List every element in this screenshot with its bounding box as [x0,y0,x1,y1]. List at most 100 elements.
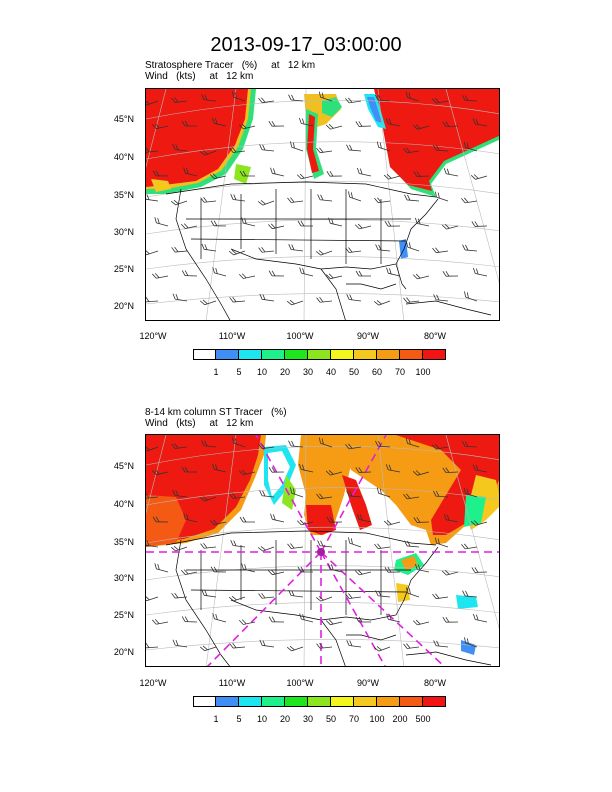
colorbar-tick-label: 200 [392,714,408,724]
wind-barb [229,642,246,649]
wind-barb [385,118,401,127]
wind-barb [373,646,391,652]
wind-barb [386,613,401,623]
wind-barb [199,299,217,306]
wind-barb [405,91,420,102]
wind-barb [270,167,285,177]
colorbar-swatch [377,696,400,707]
wind-barb [405,437,420,448]
wind-barb [412,619,430,626]
wind-barb [298,117,314,127]
wind-barb [239,516,255,523]
colorbar-swatch [423,349,446,360]
panel1-lat-label-20: 20°N [113,301,134,311]
panel2-lat-label-25: 25°N [113,610,134,620]
wind-barb [316,493,333,500]
wind-barb [413,171,430,177]
wind-barb [230,194,246,202]
colorbar-swatch [331,349,354,360]
panel2-lat-label-45: 45°N [113,461,134,471]
panel1-lon-label-100: 100°W [286,331,314,341]
panel2-boundaries [165,530,492,666]
colorbar-swatch [262,349,285,360]
wind-barb [212,613,227,623]
wind-barb [228,595,246,602]
colorbar-swatch [262,696,285,707]
wind-barb [354,569,372,576]
wind-barb [232,437,246,448]
wind-barb [472,464,488,473]
wind-barb [404,540,420,548]
wind-barb [199,645,217,652]
wind-barb [325,469,343,476]
wind-barb [383,173,401,180]
wind-barb [462,244,478,252]
wind-barb [348,191,362,202]
wind-barb [297,220,313,227]
colorbar-tick-label: 1 [213,714,219,724]
wind-barb [146,446,159,452]
wind-barb [461,197,478,204]
wind-barb [354,223,372,230]
wind-barb [200,543,217,549]
wind-barb [154,563,169,573]
panel2-lon-label-110: 110°W [218,678,246,688]
wind-barb [414,217,430,227]
wind-barb [258,593,275,599]
panel1-lon-label-80: 80°W [423,331,447,341]
wind-barb [472,267,488,277]
colorbar-tick-label: 5 [236,367,242,377]
wind-barb [375,244,391,252]
wind-barb [212,117,227,127]
wind-barb [316,297,333,303]
wind-barb [433,640,449,648]
panel2-lat-label-40: 40°N [113,499,134,509]
wind-barb [146,595,159,602]
panel1-lat-label-25: 25°N [113,264,134,274]
colorbar-swatch [377,349,400,360]
wind-barb [238,123,256,130]
panel1-map [145,88,500,321]
wind-barb [171,592,188,599]
wind-barb [404,194,420,202]
colorbar-tick-label: 70 [348,714,359,724]
wind-barb [290,141,304,152]
wind-barb [257,200,275,206]
panel1-boundaries [165,181,492,320]
wind-barb [345,247,362,253]
wind-barb [210,220,227,227]
wind-barb [441,223,459,230]
panel1-lon-label-90: 90°W [356,331,380,341]
colorbar-tick-label: 70 [394,367,405,377]
wind-barb [433,490,449,498]
wind-barb [412,124,430,130]
wind-barb [199,150,217,156]
colorbar-tick-label: 5 [236,714,242,724]
wind-barb [171,246,188,253]
colorbar-tick-label: 1 [213,367,219,377]
wind-barb [172,490,188,498]
panel2-lat-label-20: 20°N [113,647,134,657]
wind-barb [472,613,488,623]
wind-barb [374,197,391,204]
wind-barb [328,563,343,573]
panel2-colorbar [193,696,446,707]
colorbar-tick-label: 30 [302,714,313,724]
wind-barb [375,94,391,102]
wind-barb [152,170,169,177]
wind-barb [151,123,169,130]
wind-barb [181,616,198,623]
page-title: 2013-09-17_03:00:00 [210,34,402,56]
wind-barb [290,487,304,498]
wind-barb [298,463,314,473]
wind-barb [442,270,459,277]
colorbar-swatch [193,349,216,360]
wind-barb [463,487,478,498]
colorbar-swatch [285,696,308,707]
wind-barb [325,273,343,280]
wind-barb [413,517,430,523]
wind-barb [346,144,362,152]
wind-barb [287,543,304,549]
wind-barb [433,144,449,152]
wind-barb [471,567,488,573]
